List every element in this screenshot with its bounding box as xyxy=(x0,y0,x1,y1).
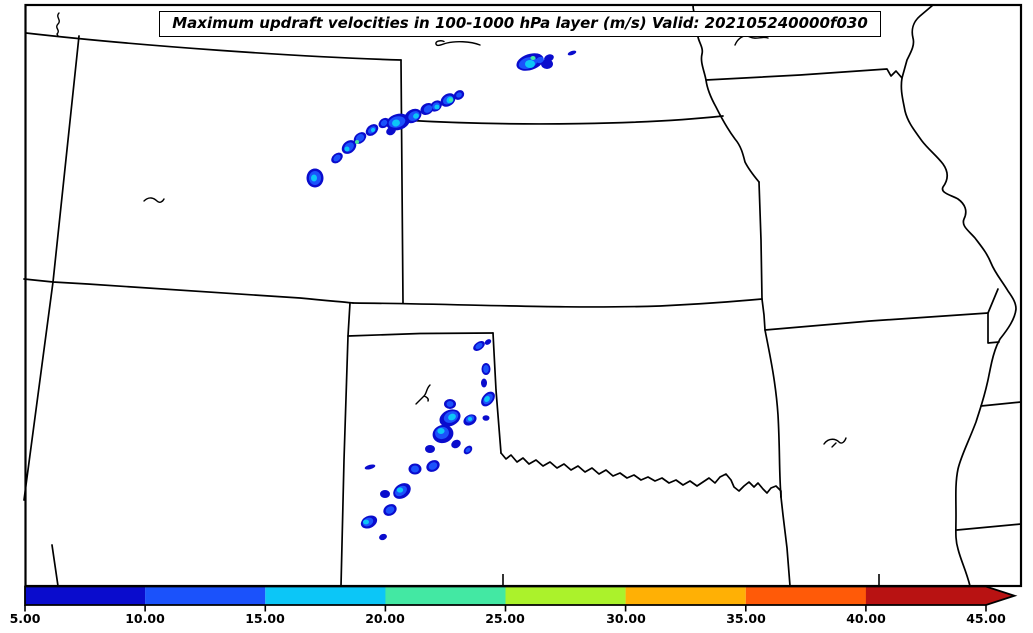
border-kansas-oklahoma-37n xyxy=(352,298,763,308)
storm-cell-contour xyxy=(449,98,453,102)
colorbar-segment xyxy=(865,587,986,605)
storm-cell-contour xyxy=(385,506,395,514)
storm-cell-contour xyxy=(396,487,404,493)
colorbar xyxy=(24,585,1018,612)
storm-cell-contour xyxy=(364,464,376,470)
storm-cell-contour xyxy=(446,401,454,407)
storm-cell-contour xyxy=(437,428,445,434)
storm-cell-contour xyxy=(425,445,435,453)
colorbar-segment xyxy=(625,587,746,605)
storm-cell-contour xyxy=(344,146,350,152)
colorbar-segment xyxy=(385,587,506,605)
colorbar-segment xyxy=(25,587,146,605)
storm-cell-contour xyxy=(475,342,483,350)
storm-cell-contour xyxy=(333,154,341,162)
border-missouri-arkansas xyxy=(764,312,989,331)
colorbar-tick-label: 20.00 xyxy=(365,611,405,626)
storm-cell-contour xyxy=(482,415,490,421)
storm-cell-contour xyxy=(456,92,462,98)
storm-cell-contour xyxy=(448,413,456,421)
storm-cell-contour xyxy=(380,119,388,127)
colorbar-tick-label: 10.00 xyxy=(125,611,165,626)
storm-cell-contour xyxy=(530,56,536,60)
storm-cell-contour xyxy=(465,447,471,453)
lake-meredith xyxy=(415,384,431,405)
storm-cell-contour xyxy=(428,462,438,470)
iowa-oxbow-lake xyxy=(734,35,769,46)
colorbar-tick-label: 15.00 xyxy=(245,611,285,626)
storm-cell-contour xyxy=(413,113,419,119)
colorbar-tick-label: 35.00 xyxy=(726,611,766,626)
border-mississippi-river xyxy=(900,4,1017,587)
border-oklahoma-west-100w xyxy=(492,332,502,454)
border-oklahoma-panhandle-south xyxy=(347,332,494,337)
storm-cell-contour xyxy=(311,174,317,182)
storm-cell-contour xyxy=(525,60,535,68)
border-oklahoma-east xyxy=(761,298,782,498)
colorbar-outline xyxy=(24,585,1018,606)
border-colorado-north-41n xyxy=(25,32,402,61)
border-missouri-bootheel xyxy=(987,288,1000,344)
colorbar-segment xyxy=(745,587,866,605)
storm-cell-contour xyxy=(536,56,544,64)
colorbar-tick-label: 40.00 xyxy=(846,611,886,626)
flaming-gorge-reservoir xyxy=(56,12,60,37)
colorbar-extend-arrow xyxy=(986,586,1015,605)
lake-mcconaughy xyxy=(435,40,481,47)
colorbar-segment xyxy=(505,587,626,605)
border-southwest-segment xyxy=(51,544,59,587)
border-arkansas-texas xyxy=(780,496,791,587)
border-utah-colorado-109w xyxy=(23,35,80,501)
storm-cell-contour xyxy=(363,519,369,525)
colorbar-tick-label: 5.00 xyxy=(9,611,41,626)
border-37n-west xyxy=(23,278,354,304)
colorbar-segment xyxy=(145,587,266,605)
border-colorado-east-102w xyxy=(400,59,404,304)
water-features xyxy=(56,12,847,448)
border-kansas-missouri xyxy=(758,181,763,300)
border-tennessee-mississippi xyxy=(956,523,1022,531)
frame-ticks xyxy=(502,574,880,586)
storm-cell-contour xyxy=(355,134,365,142)
storm-cell-contour xyxy=(483,365,489,373)
colorbar-tick-label: 25.00 xyxy=(485,611,525,626)
storm-cell-contour xyxy=(541,59,553,69)
storm-cell-contour xyxy=(379,533,387,541)
colorbar-tick-label: 30.00 xyxy=(606,611,646,626)
map-frame xyxy=(24,3,1023,588)
colorbar-tick-label: 45.00 xyxy=(966,611,1006,626)
colorbar-ticks xyxy=(24,605,987,612)
storm-cell-contour xyxy=(392,119,400,127)
storm-cell-contour xyxy=(411,465,419,473)
storm-cell-contour xyxy=(451,439,461,449)
storm-cell-contour xyxy=(567,50,577,56)
storm-cell-contour xyxy=(434,104,440,110)
colorado-reservoir xyxy=(143,197,165,203)
updraft-storm-cells xyxy=(306,50,577,541)
border-iowa-missouri xyxy=(705,68,903,81)
border-tennessee-kentucky xyxy=(980,401,1022,407)
storm-cell-contour xyxy=(484,339,492,345)
storm-cell-contour xyxy=(467,417,473,421)
storm-cell-contour xyxy=(481,378,487,388)
storm-cell-contour xyxy=(484,396,490,402)
border-red-river xyxy=(500,452,782,498)
colorbar-segment xyxy=(265,587,386,605)
border-nebraska-kansas-40n xyxy=(401,115,724,125)
state-borders xyxy=(23,4,1022,587)
storm-cell-contour xyxy=(380,490,390,498)
storm-cell-contour xyxy=(355,140,359,144)
arkansas-lake xyxy=(823,437,847,448)
storm-cell-contour xyxy=(544,54,554,62)
border-103w-newmexico-texas xyxy=(340,302,351,587)
plot-title: Maximum updraft velocities in 100-1000 h… xyxy=(159,11,881,37)
storm-cell-contour xyxy=(423,105,433,113)
storm-cell-contour xyxy=(370,127,376,133)
